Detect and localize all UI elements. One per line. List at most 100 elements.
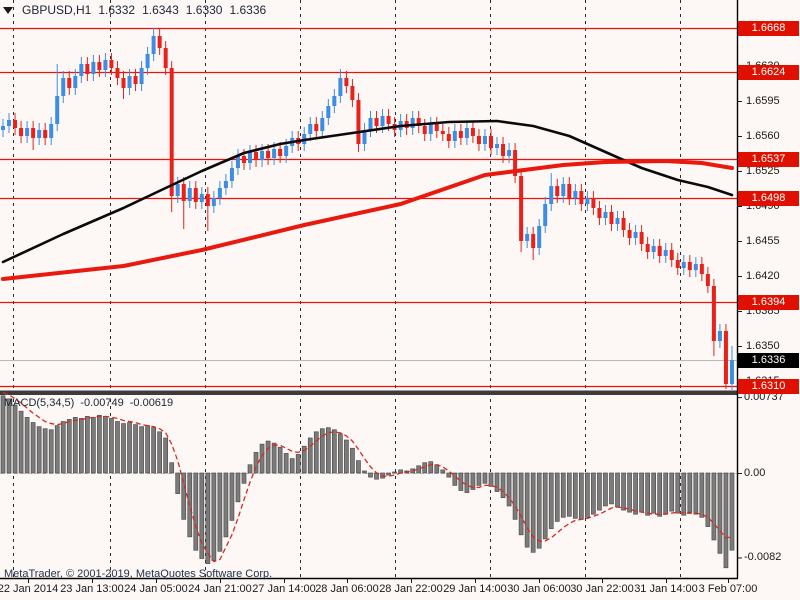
macd-histogram-bar	[103, 416, 108, 474]
price-level-badge: 1.6498	[738, 191, 799, 206]
candle-bullish	[248, 152, 253, 163]
high-value: 1.6343	[142, 3, 179, 17]
candle-bullish	[543, 204, 548, 226]
candle-bearish	[645, 244, 650, 252]
macd-histogram-bar	[518, 472, 524, 536]
candle-bullish	[223, 181, 228, 188]
macd-histogram-bar	[542, 472, 548, 540]
candle-bearish	[513, 150, 518, 176]
chart-menu-dropdown-icon[interactable]	[3, 6, 13, 14]
candle-bullish	[55, 96, 60, 124]
candle-bearish	[440, 131, 445, 134]
macd-histogram-bar	[223, 472, 229, 538]
candle-bearish	[19, 128, 24, 136]
macd-histogram-bar	[30, 422, 36, 474]
candle-bullish	[217, 188, 222, 198]
macd-histogram-bar	[428, 461, 434, 474]
candle-bearish	[356, 100, 361, 144]
macd-histogram-bar	[500, 472, 506, 499]
candle-bullish	[235, 156, 240, 168]
candle-bullish	[380, 116, 385, 126]
macd-histogram-bar	[241, 472, 247, 484]
candle-bullish	[573, 191, 578, 198]
candle-bearish	[579, 191, 584, 204]
time-axis-label: 31 Jan 14:00	[634, 583, 698, 595]
candle-bullish	[615, 218, 620, 224]
price-level-badge: 1.6668	[738, 21, 799, 36]
candle-bullish	[326, 106, 331, 118]
candle-bearish	[121, 78, 126, 88]
candle-bearish	[314, 124, 319, 131]
candle-bearish	[278, 149, 283, 156]
macd-histogram-bar	[362, 470, 367, 474]
macd-histogram-bar	[609, 472, 614, 505]
time-axis-label: 24 Jan 21:00	[188, 583, 252, 595]
macd-histogram-bar	[48, 429, 54, 474]
macd-axis-tick-label: -0.0082	[744, 551, 782, 564]
macd-histogram-bar	[566, 472, 572, 517]
macd-histogram-bar	[482, 472, 488, 484]
candle-bearish	[43, 130, 48, 138]
macd-histogram-bar	[579, 472, 584, 520]
macd-histogram-bar	[6, 398, 12, 474]
candle-bullish	[633, 232, 638, 238]
macd-histogram-bar	[669, 472, 675, 512]
candle-bearish	[567, 184, 572, 198]
candle-bullish	[681, 262, 686, 268]
macd-histogram-bar	[145, 425, 150, 474]
price-level-badge: 1.6310	[738, 379, 799, 394]
macd-histogram-bar	[344, 439, 349, 474]
candle-bearish	[669, 250, 674, 260]
macd-histogram-bar	[512, 472, 518, 520]
macd-histogram-bar	[205, 472, 211, 564]
candle-bearish	[205, 194, 210, 206]
panel-divider[interactable]	[0, 390, 737, 395]
candle-bearish	[458, 131, 463, 138]
candle-bullish	[187, 188, 192, 201]
macd-histogram-bar	[639, 472, 644, 513]
candle-bullish	[25, 128, 30, 136]
candle-bullish	[49, 124, 54, 138]
macd-histogram-bar	[151, 427, 156, 474]
time-axis-label: 22 Jan 2014	[0, 583, 59, 595]
macd-histogram-bar	[217, 472, 223, 552]
candle-bearish	[476, 136, 481, 144]
candle-bearish	[133, 76, 138, 84]
candle-bullish	[127, 76, 132, 88]
macd-histogram-bar	[84, 416, 90, 474]
candle-bullish	[338, 78, 343, 96]
candle-bullish	[362, 130, 367, 144]
macd-histogram-bar	[386, 472, 391, 476]
price-axis[interactable]	[738, 0, 800, 578]
candle-bearish	[67, 78, 72, 88]
candle-bearish	[416, 118, 421, 126]
macd-histogram-bar	[440, 469, 446, 474]
candle-bearish	[97, 62, 102, 70]
candle-bullish	[229, 168, 234, 181]
macd-histogram-bar	[24, 417, 30, 474]
macd-histogram-bar	[717, 472, 723, 554]
macd-histogram-bar	[66, 419, 72, 474]
candle-bullish	[284, 146, 289, 156]
price-axis-tick-label: 1.6525	[746, 165, 780, 177]
candle-bullish	[537, 226, 542, 248]
macd-histogram-bar	[675, 472, 681, 514]
open-value: 1.6332	[98, 3, 136, 17]
candle-bearish	[169, 68, 174, 196]
candle-bearish	[109, 60, 114, 68]
candle-bullish	[651, 246, 656, 252]
macd-histogram-bar	[277, 446, 283, 474]
candle-bullish	[549, 186, 554, 204]
macd-histogram-bar	[633, 472, 638, 515]
time-axis-label: 28 Jan 06:00	[315, 583, 379, 595]
candle-bullish	[175, 184, 180, 196]
candle-bullish	[368, 118, 373, 130]
macd-histogram-bar	[78, 418, 84, 474]
macd-histogram-bar	[452, 472, 458, 486]
macd-histogram-bar	[723, 472, 729, 569]
candle-bearish	[446, 134, 451, 141]
candle-bearish	[627, 230, 632, 238]
macd-histogram-bar	[585, 472, 590, 518]
macd-main-value: -0.00749	[80, 397, 124, 409]
